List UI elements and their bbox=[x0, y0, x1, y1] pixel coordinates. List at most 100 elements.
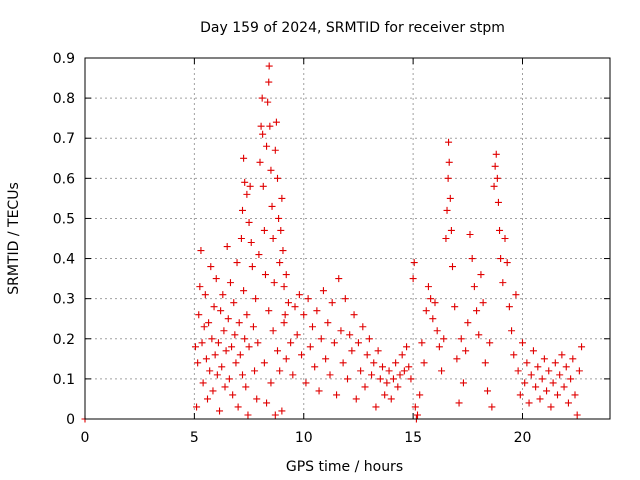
data-point bbox=[207, 263, 215, 271]
data-point bbox=[278, 194, 286, 202]
data-point bbox=[304, 295, 312, 303]
data-point bbox=[243, 190, 251, 198]
data-point bbox=[532, 383, 540, 391]
data-point bbox=[274, 347, 281, 355]
data-point bbox=[354, 339, 362, 347]
data-point bbox=[315, 387, 323, 395]
data-point bbox=[422, 307, 430, 315]
data-point bbox=[540, 355, 548, 363]
data-point bbox=[357, 367, 365, 375]
data-point bbox=[575, 367, 583, 375]
data-point bbox=[569, 355, 577, 363]
data-point bbox=[259, 130, 267, 138]
data-point bbox=[492, 150, 500, 158]
data-point bbox=[267, 379, 275, 387]
data-point bbox=[202, 355, 210, 363]
data-point bbox=[309, 323, 316, 331]
x-tick-label: 0 bbox=[81, 430, 90, 446]
data-point bbox=[335, 275, 343, 283]
data-point bbox=[191, 343, 199, 351]
data-point bbox=[229, 391, 237, 399]
data-point bbox=[497, 255, 505, 263]
data-point bbox=[376, 375, 384, 383]
data-point bbox=[383, 379, 391, 387]
data-point bbox=[240, 287, 248, 295]
data-point bbox=[496, 226, 504, 234]
data-point bbox=[258, 94, 266, 102]
axis-ticks: 0 0.1 0.2 0.3 0.4 0.5 0.6 0.7 0.8 0.9 0 5 10 15 20 bbox=[53, 51, 610, 446]
data-point bbox=[199, 379, 207, 387]
data-point bbox=[488, 403, 496, 411]
data-point bbox=[346, 331, 354, 339]
y-tick-label: 0.9 bbox=[53, 51, 75, 67]
data-point bbox=[278, 407, 286, 415]
data-point bbox=[194, 359, 202, 367]
data-point bbox=[445, 158, 453, 166]
y-tick-label: 0.8 bbox=[53, 91, 75, 107]
data-point bbox=[255, 251, 263, 259]
data-point bbox=[233, 259, 241, 267]
data-point bbox=[221, 383, 229, 391]
data-point bbox=[319, 287, 327, 295]
data-point bbox=[361, 383, 369, 391]
data-point bbox=[556, 371, 564, 379]
data-point bbox=[281, 311, 289, 319]
data-point bbox=[277, 226, 285, 234]
data-point bbox=[324, 319, 332, 327]
data-point bbox=[424, 283, 432, 291]
data-point bbox=[222, 347, 230, 355]
data-point bbox=[197, 247, 205, 255]
data-point bbox=[363, 351, 371, 359]
data-point bbox=[260, 226, 268, 234]
data-point bbox=[538, 375, 546, 383]
data-point bbox=[385, 367, 393, 375]
data-point bbox=[248, 263, 256, 271]
y-tick-label: 0.4 bbox=[53, 252, 75, 268]
data-point bbox=[239, 371, 246, 379]
data-point bbox=[365, 335, 373, 343]
data-point bbox=[276, 367, 284, 375]
data-point bbox=[411, 403, 419, 411]
data-point bbox=[269, 327, 277, 335]
data-point bbox=[551, 359, 559, 367]
data-point bbox=[328, 299, 336, 307]
data-point bbox=[193, 403, 201, 411]
data-point bbox=[326, 371, 334, 379]
data-point bbox=[211, 351, 219, 359]
data-point bbox=[274, 174, 281, 182]
y-tick-label: 0.7 bbox=[53, 131, 75, 147]
data-point bbox=[205, 319, 213, 327]
data-point bbox=[529, 347, 537, 355]
grid bbox=[85, 58, 610, 419]
data-point bbox=[443, 206, 451, 214]
y-tick-label: 0 bbox=[66, 412, 75, 428]
data-point bbox=[216, 407, 224, 415]
data-point bbox=[295, 291, 303, 299]
data-point bbox=[228, 343, 236, 351]
data-point bbox=[368, 371, 376, 379]
data-point bbox=[271, 411, 279, 419]
data-point bbox=[484, 387, 491, 395]
data-point bbox=[455, 399, 463, 407]
data-point bbox=[254, 339, 262, 347]
data-point bbox=[372, 403, 380, 411]
data-point bbox=[547, 403, 555, 411]
data-point bbox=[232, 359, 240, 367]
data-point bbox=[447, 226, 455, 234]
scatter-series bbox=[81, 62, 586, 423]
data-point bbox=[302, 379, 310, 387]
data-point bbox=[466, 230, 474, 238]
data-point bbox=[209, 387, 217, 395]
data-point bbox=[272, 118, 280, 126]
data-point bbox=[298, 351, 306, 359]
data-point bbox=[271, 146, 279, 154]
data-point bbox=[246, 182, 254, 190]
data-point bbox=[206, 367, 214, 375]
data-point bbox=[195, 311, 203, 319]
data-point bbox=[468, 255, 476, 263]
data-point bbox=[519, 339, 526, 347]
data-point bbox=[344, 375, 351, 383]
data-point bbox=[416, 391, 424, 399]
data-point bbox=[508, 327, 516, 335]
